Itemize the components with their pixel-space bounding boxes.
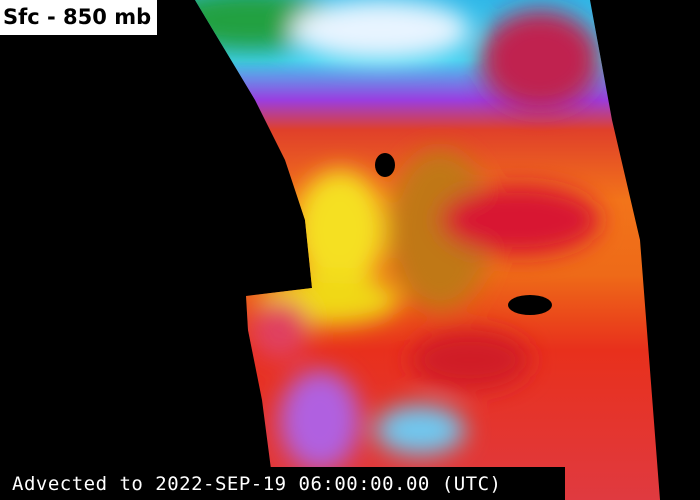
moist-patch: [280, 370, 360, 470]
warm-patch: [410, 330, 530, 390]
warm-patch: [440, 185, 600, 255]
moist-patch: [250, 300, 310, 360]
cloud-patch: [290, 0, 470, 60]
mid-patch: [390, 150, 490, 310]
timestamp: Advected to 2022-SEP-19 06:00:00.00 (UTC…: [0, 467, 565, 500]
warm-patch: [480, 10, 600, 110]
moist-patch: [375, 405, 465, 455]
dry-patch: [295, 170, 385, 290]
level-label: Sfc - 850 mb: [0, 0, 158, 35]
data-gap: [508, 295, 552, 315]
data-gap: [375, 153, 395, 177]
